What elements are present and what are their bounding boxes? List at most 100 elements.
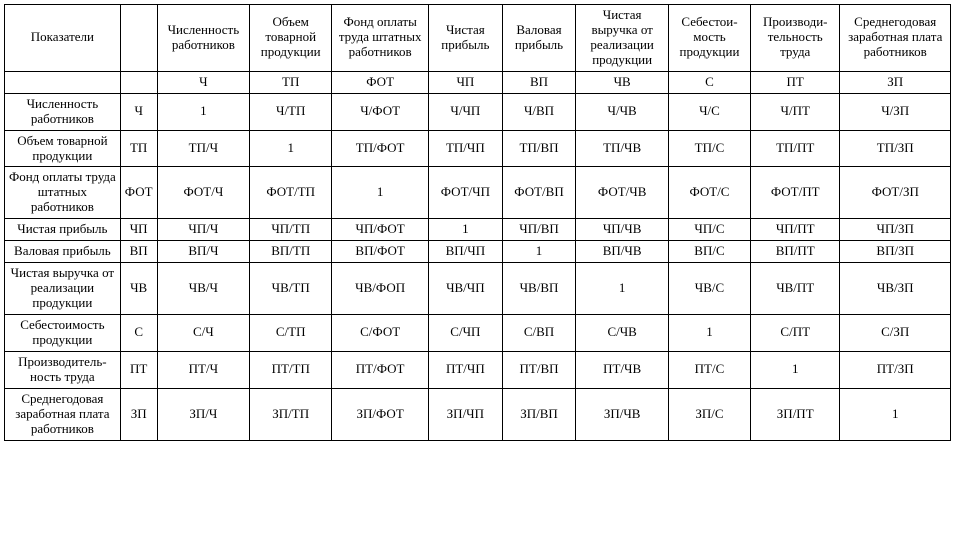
row-header: Численность работников (5, 93, 121, 130)
row-short: ЧП (120, 219, 157, 241)
row-short: С (120, 314, 157, 351)
header-short-spacer (120, 5, 157, 72)
row-header: Фонд оплаты труда штатных работников (5, 167, 121, 219)
table-cell: 1 (332, 167, 429, 219)
row-short: ПТ (120, 351, 157, 388)
table-cell: ТП/ЧВ (576, 130, 669, 167)
column-short: ЧВ (576, 71, 669, 93)
column-header: Чистая выручка от реализации продукции (576, 5, 669, 72)
table-cell: ЗП/ЧВ (576, 388, 669, 440)
table-cell: ФОТ/ТП (250, 167, 332, 219)
row-header: Среднегодовая заработная плата работнико… (5, 388, 121, 440)
table-cell: ЧП/ВП (502, 219, 576, 241)
table-cell: ЧВ/ФОП (332, 263, 429, 315)
table-row: Чистая выручка от реализации продукции ЧВ… (5, 263, 951, 315)
table-cell: С/ЧВ (576, 314, 669, 351)
table-cell: ВП/ФОТ (332, 241, 429, 263)
table-cell: ФОТ/ЗП (840, 167, 951, 219)
column-header: Себестои-мость продукции (668, 5, 750, 72)
table-cell: ТП/ЗП (840, 130, 951, 167)
table-cell: 1 (576, 263, 669, 315)
indicators-ratio-matrix-table: ПоказателиЧисленность работниковОбъем то… (4, 4, 951, 441)
table-cell: 1 (250, 130, 332, 167)
table-cell: Ч/ФОТ (332, 93, 429, 130)
row-header: Себестоимость продукции (5, 314, 121, 351)
table-cell: ЧП/ЧВ (576, 219, 669, 241)
row-header: Чистая прибыль (5, 219, 121, 241)
table-cell: ВП/ЗП (840, 241, 951, 263)
table-cell: ВП/ЧВ (576, 241, 669, 263)
table-cell: ПТ/ФОТ (332, 351, 429, 388)
table-cell: ПТ/ТП (250, 351, 332, 388)
row-short: ВП (120, 241, 157, 263)
table-cell: Ч/ВП (502, 93, 576, 130)
table-cell: ТП/ЧП (429, 130, 503, 167)
table-cell: ЧВ/Ч (157, 263, 250, 315)
table-cell: ЧВ/ЗП (840, 263, 951, 315)
table-cell: С/ФОТ (332, 314, 429, 351)
table-cell: ЗП/ПТ (751, 388, 840, 440)
table-cell: С/ТП (250, 314, 332, 351)
row-header: Объем товарной продукции (5, 130, 121, 167)
table-cell: ЗП/Ч (157, 388, 250, 440)
column-header: Численность работников (157, 5, 250, 72)
table-cell: ВП/ПТ (751, 241, 840, 263)
table-cell: ФОТ/С (668, 167, 750, 219)
table-cell: ВП/С (668, 241, 750, 263)
table-cell: ЧП/С (668, 219, 750, 241)
table-cell: ФОТ/ЧП (429, 167, 503, 219)
table-cell: ВП/ЧП (429, 241, 503, 263)
table-row: Среднегодовая заработная плата работнико… (5, 388, 951, 440)
table-cell: 1 (502, 241, 576, 263)
table-cell: 1 (751, 351, 840, 388)
column-short: ФОТ (332, 71, 429, 93)
table-cell: 1 (429, 219, 503, 241)
corner-label: Показатели (5, 5, 121, 72)
table-cell: ФОТ/ВП (502, 167, 576, 219)
table-row: Чистая прибыльЧПЧП/ЧЧП/ТПЧП/ФОТ1ЧП/ВПЧП/… (5, 219, 951, 241)
table-cell: ТП/С (668, 130, 750, 167)
table-cell: 1 (668, 314, 750, 351)
table-row: Производитель-ность трудаПТПТ/ЧПТ/ТППТ/Ф… (5, 351, 951, 388)
column-short: ТП (250, 71, 332, 93)
table-cell: С/ЧП (429, 314, 503, 351)
row-header: Валовая прибыль (5, 241, 121, 263)
table-row: Объем товарной продукцииТПТП/Ч1ТП/ФОТТП/… (5, 130, 951, 167)
row-header: Чистая выручка от реализации продукции (5, 263, 121, 315)
column-short: Ч (157, 71, 250, 93)
table-cell: ЧВ/ВП (502, 263, 576, 315)
table-cell: ТП/ПТ (751, 130, 840, 167)
table-cell: ВП/ТП (250, 241, 332, 263)
table-cell: ЧП/Ч (157, 219, 250, 241)
table-row: Валовая прибыльВПВП/ЧВП/ТПВП/ФОТВП/ЧП1ВП… (5, 241, 951, 263)
column-short: ЗП (840, 71, 951, 93)
table-cell: ПТ/ВП (502, 351, 576, 388)
table-cell: С/ПТ (751, 314, 840, 351)
row-short: ТП (120, 130, 157, 167)
table-header: Показатели Численность работниковОбъем то… (5, 5, 951, 94)
table-cell: Ч/ЧВ (576, 93, 669, 130)
table-cell: ПТ/ЧВ (576, 351, 669, 388)
table-cell: ТП/ВП (502, 130, 576, 167)
table-cell: ПТ/ЧП (429, 351, 503, 388)
row-short: ЗП (120, 388, 157, 440)
column-short: ЧП (429, 71, 503, 93)
column-header: Чистая прибыль (429, 5, 503, 72)
table-row: Численность работниковЧ1Ч/ТПЧ/ФОТЧ/ЧПЧ/В… (5, 93, 951, 130)
table-cell: ЗП/ФОТ (332, 388, 429, 440)
table-cell: ЧВ/ЧП (429, 263, 503, 315)
column-header: Фонд оплаты труда штатных работников (332, 5, 429, 72)
row-short: ФОТ (120, 167, 157, 219)
column-header: Объем товарной продукции (250, 5, 332, 72)
table-cell: ТП/Ч (157, 130, 250, 167)
table-body: Численность работниковЧ1Ч/ТПЧ/ФОТЧ/ЧПЧ/В… (5, 93, 951, 440)
table-cell: ПТ/Ч (157, 351, 250, 388)
header-spacer (5, 71, 121, 93)
row-short: Ч (120, 93, 157, 130)
table-cell: ЧП/ФОТ (332, 219, 429, 241)
table-row: Фонд оплаты труда штатных работниковФОТ Ф… (5, 167, 951, 219)
table-cell: Ч/ТП (250, 93, 332, 130)
table-cell: ЗП/ТП (250, 388, 332, 440)
table-cell: ЧВ/С (668, 263, 750, 315)
table-row: Себестоимость продукцииСС/ЧС/ТПС/ФОТС/ЧП… (5, 314, 951, 351)
